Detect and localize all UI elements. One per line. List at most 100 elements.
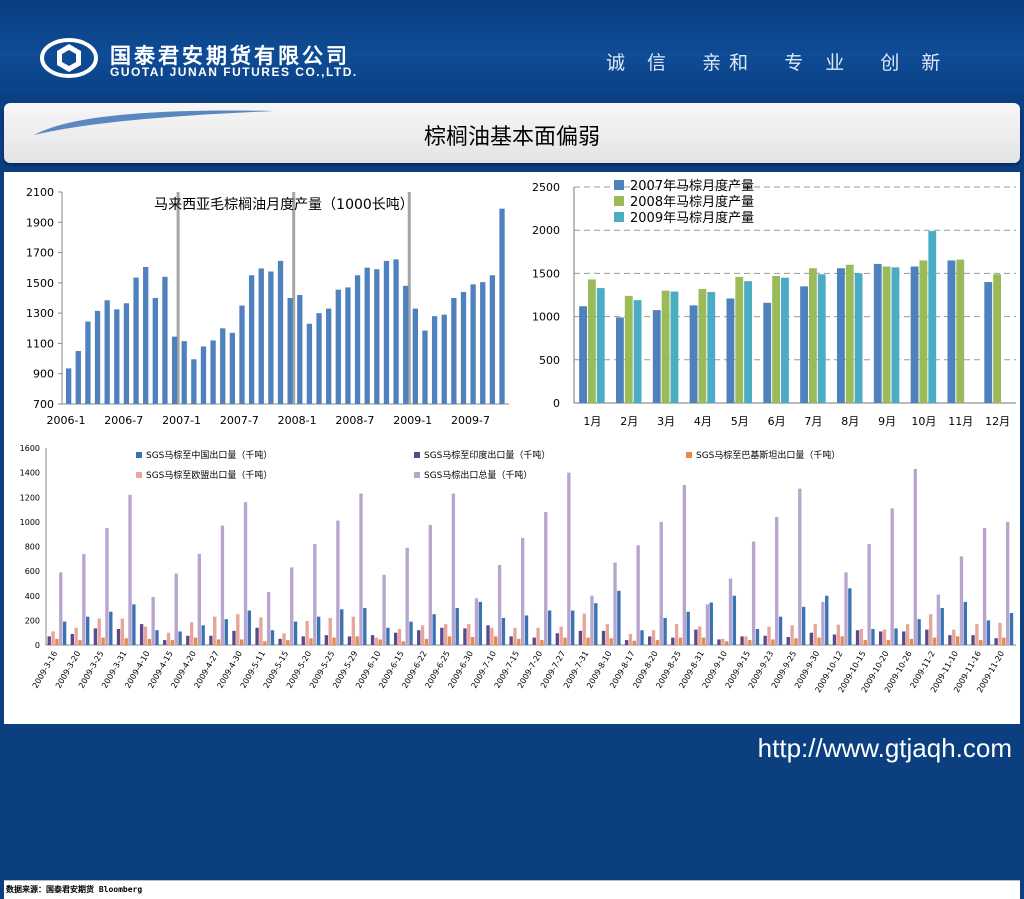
bar-export-series-0 <box>432 614 436 645</box>
bar-export-series-4 <box>567 472 571 645</box>
bar-production <box>316 313 322 404</box>
bar-export-series-4 <box>613 562 617 645</box>
bar-production <box>162 276 168 404</box>
bar-export-series-2 <box>147 638 151 645</box>
bar-export-series-4 <box>313 544 317 645</box>
bar-export-series-3 <box>51 631 55 645</box>
footer-url-link[interactable]: http://www.gtjaqh.com <box>757 733 1012 763</box>
bar-export-series-0 <box>755 628 760 645</box>
bar-export-series-0 <box>178 631 182 645</box>
bar-export-series-0 <box>594 603 598 645</box>
bar-export-series-3 <box>859 628 864 645</box>
bar-production <box>470 284 476 404</box>
x-tick-label: 8月 <box>841 415 859 428</box>
bar-production <box>326 308 332 404</box>
bar-export-series-2 <box>540 640 544 645</box>
bar-export-series-1 <box>93 628 98 645</box>
y-tick-label: 200 <box>25 616 40 625</box>
bar-export-series-3 <box>605 624 610 645</box>
bar-export-series-0 <box>801 606 806 645</box>
bar-export-series-1 <box>393 632 398 645</box>
bar-export-series-2 <box>886 640 891 645</box>
bar-2007 <box>800 286 808 403</box>
bar-export-series-2 <box>840 636 844 645</box>
bar-export-series-0 <box>340 609 344 645</box>
bar-export-series-4 <box>151 596 155 645</box>
swoosh-decoration-icon <box>34 110 274 135</box>
bar-export-series-4 <box>59 572 63 645</box>
bar-export-series-0 <box>640 630 644 645</box>
y-tick-label: 1300 <box>26 307 54 320</box>
bar-export-series-4 <box>1005 521 1010 645</box>
bar-export-series-1 <box>740 636 744 645</box>
bar-export-series-2 <box>586 637 590 645</box>
bar-export-series-2 <box>771 639 775 645</box>
bar-export-series-3 <box>490 627 494 645</box>
bar-2008 <box>919 260 928 403</box>
y-tick-label: 1700 <box>26 247 54 260</box>
bar-2008 <box>808 268 817 403</box>
bar-export-series-4 <box>382 574 386 645</box>
bar-export-series-4 <box>197 553 202 645</box>
bar-export-series-0 <box>363 608 367 645</box>
bar-export-series-0 <box>386 627 390 645</box>
bar-export-series-0 <box>778 616 783 645</box>
bar-production <box>85 321 91 404</box>
bar-export-series-2 <box>817 637 821 645</box>
bar-export-series-3 <box>536 627 540 645</box>
bar-export-series-2 <box>193 637 198 645</box>
bar-export-series-1 <box>763 635 767 645</box>
bar-production <box>268 271 274 404</box>
bar-production <box>354 275 361 404</box>
bar-export-series-3 <box>213 616 217 645</box>
x-tick-label: 10月 <box>911 415 936 428</box>
bar-2009 <box>707 291 716 403</box>
legend-swatch <box>136 452 142 458</box>
x-tick-label: 2009-7 <box>451 414 490 427</box>
bar-2008 <box>772 275 781 403</box>
bar-export-series-3 <box>929 614 933 645</box>
bar-export-series-2 <box>78 640 82 645</box>
bar-export-series-4 <box>728 578 733 645</box>
bar-export-series-3 <box>120 618 125 645</box>
bar-export-series-3 <box>998 622 1002 645</box>
bar-export-series-1 <box>116 628 121 645</box>
bar-2009 <box>596 288 605 403</box>
x-tick-label: 9月 <box>878 415 896 428</box>
bar-export-series-3 <box>328 617 332 645</box>
bar-export-series-3 <box>628 633 633 645</box>
bar-2008 <box>698 288 707 403</box>
bar-export-series-2 <box>240 639 244 645</box>
x-tick-label: 2008-1 <box>278 414 317 427</box>
bar-export-series-3 <box>397 628 402 645</box>
x-tick-label: 2006-1 <box>47 414 86 427</box>
bar-export-series-4 <box>867 544 871 645</box>
bar-export-series-1 <box>902 631 906 645</box>
legend-swatch <box>414 472 420 478</box>
bar-export-series-2 <box>332 637 336 645</box>
bar-export-series-1 <box>855 630 860 645</box>
bar-export-series-1 <box>809 632 814 645</box>
bar-2007 <box>873 263 882 403</box>
bar-export-series-0 <box>293 621 298 645</box>
bar-export-series-0 <box>155 630 159 645</box>
bar-export-series-4 <box>659 521 663 645</box>
bar-export-series-0 <box>940 608 944 645</box>
bar-production <box>200 346 207 404</box>
bar-2009 <box>928 231 937 403</box>
bar-export-series-0 <box>247 610 252 645</box>
bar-export-series-3 <box>721 638 725 645</box>
bar-export-series-2 <box>632 640 636 645</box>
bar-production <box>374 269 380 404</box>
bar-export-series-0 <box>478 601 482 645</box>
bar-export-series-4 <box>936 594 941 645</box>
bar-production <box>422 330 428 404</box>
bar-export-series-3 <box>651 630 656 645</box>
bar-export-series-0 <box>109 611 113 645</box>
bar-export-series-0 <box>894 628 898 645</box>
y-tick-label: 800 <box>25 543 40 552</box>
bar-export-series-4 <box>336 520 340 645</box>
bar-export-series-0 <box>1009 612 1014 645</box>
bar-production <box>297 294 303 404</box>
bar-export-series-0 <box>86 616 90 645</box>
